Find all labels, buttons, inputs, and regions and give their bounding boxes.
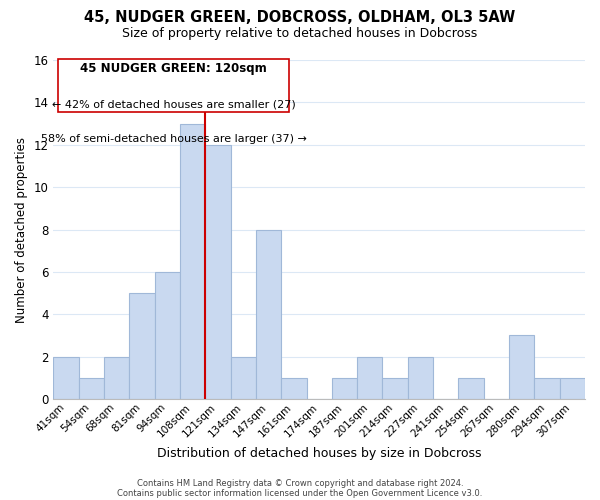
Y-axis label: Number of detached properties: Number of detached properties — [15, 136, 28, 322]
FancyBboxPatch shape — [58, 59, 289, 112]
Bar — [205, 145, 230, 399]
Text: ← 42% of detached houses are smaller (27): ← 42% of detached houses are smaller (27… — [52, 100, 296, 110]
Bar — [230, 356, 256, 399]
Bar — [130, 293, 155, 399]
Text: 45, NUDGER GREEN, DOBCROSS, OLDHAM, OL3 5AW: 45, NUDGER GREEN, DOBCROSS, OLDHAM, OL3 … — [85, 10, 515, 25]
Bar — [281, 378, 307, 399]
Bar — [256, 230, 281, 399]
Bar — [332, 378, 357, 399]
Bar — [509, 336, 535, 399]
Bar — [104, 356, 130, 399]
Bar — [357, 356, 382, 399]
Bar — [53, 356, 79, 399]
X-axis label: Distribution of detached houses by size in Dobcross: Distribution of detached houses by size … — [157, 447, 481, 460]
Text: 58% of semi-detached houses are larger (37) →: 58% of semi-detached houses are larger (… — [41, 134, 307, 143]
Text: Contains HM Land Registry data © Crown copyright and database right 2024.: Contains HM Land Registry data © Crown c… — [137, 478, 463, 488]
Text: 45 NUDGER GREEN: 120sqm: 45 NUDGER GREEN: 120sqm — [80, 62, 267, 76]
Text: Contains public sector information licensed under the Open Government Licence v3: Contains public sector information licen… — [118, 488, 482, 498]
Bar — [180, 124, 205, 399]
Bar — [560, 378, 585, 399]
Bar — [408, 356, 433, 399]
Bar — [382, 378, 408, 399]
Bar — [458, 378, 484, 399]
Text: Size of property relative to detached houses in Dobcross: Size of property relative to detached ho… — [122, 28, 478, 40]
Bar — [79, 378, 104, 399]
Bar — [155, 272, 180, 399]
Bar — [535, 378, 560, 399]
